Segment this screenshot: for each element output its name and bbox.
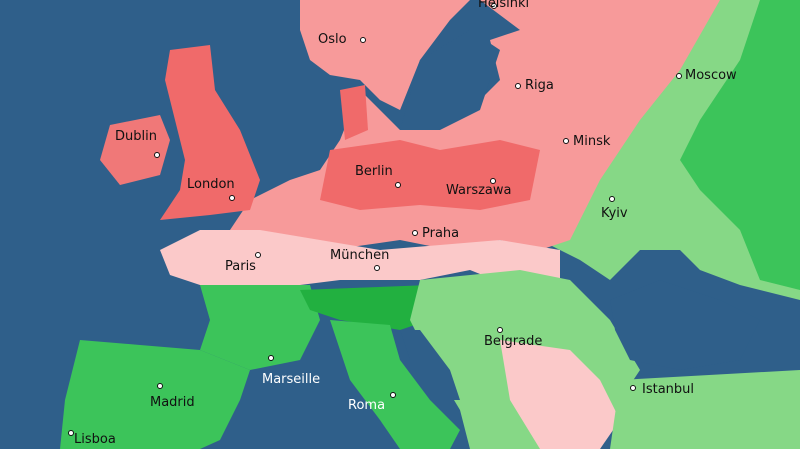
- city-label: Oslo: [318, 32, 347, 47]
- city-label: Dublin: [115, 129, 157, 144]
- city-marker: [491, 3, 497, 9]
- city-label: Madrid: [150, 395, 195, 410]
- city-label: Marseille: [262, 372, 321, 387]
- land-alps: [300, 285, 430, 330]
- city-marker: [268, 355, 274, 361]
- land-east-dark: [680, 0, 800, 290]
- city-label: Istanbul: [642, 382, 695, 397]
- city-label: München: [330, 248, 390, 263]
- city-marker: [563, 138, 569, 144]
- city-marker: [515, 83, 521, 89]
- city-marker: [412, 230, 418, 236]
- city-label: Kyiv: [601, 206, 628, 221]
- land-france-south: [200, 285, 320, 370]
- city-label: Helsinki: [478, 0, 530, 11]
- city-label: Praha: [422, 226, 460, 241]
- city-marker: [497, 327, 503, 333]
- city-marker: [374, 265, 380, 271]
- city-marker: [490, 178, 496, 184]
- land-turkey: [610, 370, 800, 449]
- city-marker: [255, 252, 261, 258]
- city-marker: [68, 430, 74, 436]
- city-marker: [154, 152, 160, 158]
- city-marker: [390, 392, 396, 398]
- city-label: Riga: [525, 78, 554, 93]
- land-iberia: [60, 340, 250, 449]
- city-label: Minsk: [573, 134, 611, 149]
- land-italy: [330, 320, 460, 449]
- land-scandinavia: [300, 0, 470, 110]
- land-balkans-pink: [500, 340, 620, 449]
- city-marker: [157, 383, 163, 389]
- city-marker: [360, 37, 366, 43]
- city-marker: [630, 385, 636, 391]
- city-label: Paris: [225, 259, 256, 274]
- city-label: London: [187, 177, 235, 192]
- city-label: Berlin: [355, 164, 393, 179]
- land-central-warm: [320, 140, 540, 210]
- city-label: Belgrade: [484, 334, 543, 349]
- city-marker: [609, 196, 615, 202]
- city-label: Lisboa: [74, 432, 116, 447]
- city-label: Moscow: [685, 68, 737, 83]
- land-denmark: [340, 85, 368, 140]
- city-marker: [395, 182, 401, 188]
- city-label: Roma: [348, 398, 386, 413]
- city-label: Warszawa: [446, 183, 512, 198]
- land-ireland: [100, 115, 170, 185]
- city-marker: [229, 195, 235, 201]
- black-sea: [610, 280, 760, 370]
- adriatic-sea: [400, 330, 460, 400]
- baltic-sea: [400, 30, 500, 130]
- city-marker: [676, 73, 682, 79]
- land-pink-south: [160, 230, 560, 290]
- land-britain: [160, 45, 260, 220]
